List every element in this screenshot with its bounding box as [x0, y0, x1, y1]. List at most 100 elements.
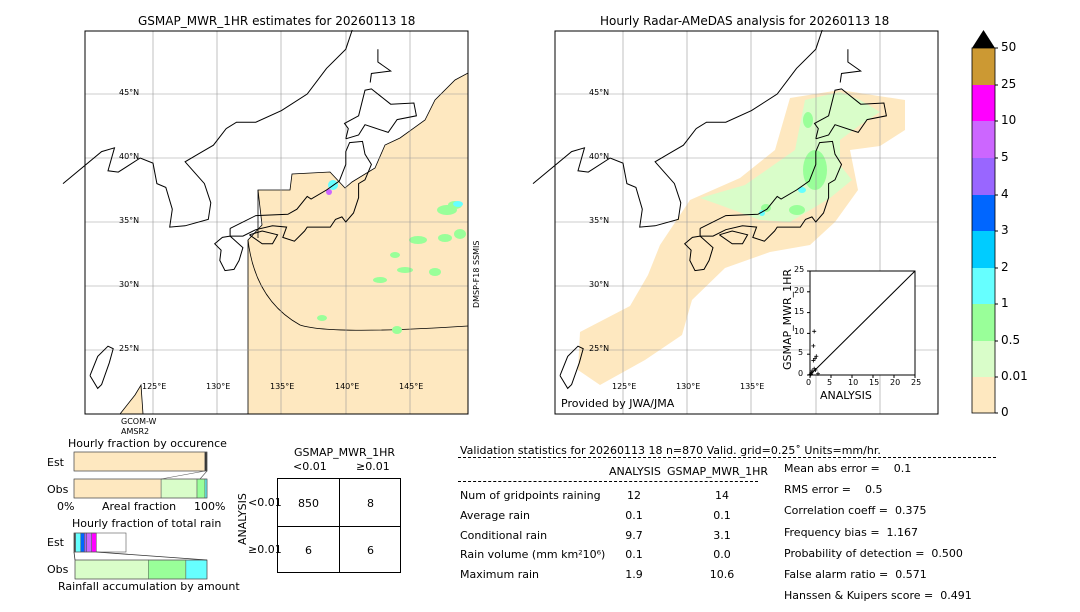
light-rain-patch	[454, 229, 466, 239]
light-rain-patch	[390, 252, 400, 258]
coastline	[719, 230, 749, 245]
sensor-label-bottom-2: AMSR2	[121, 427, 150, 436]
amt-obs-bar	[74, 559, 149, 580]
contingency-col1: <0.01	[293, 460, 327, 473]
left-map-title: GSMAP_MWR_1HR estimates for 20260113 18	[138, 14, 416, 28]
colorbar-tick-label: 0	[1001, 405, 1009, 419]
occ-est-bar-frame	[73, 451, 208, 472]
scatter-point	[815, 371, 820, 376]
occ-obs-label: Obs	[47, 483, 69, 496]
scatter-point	[810, 368, 815, 373]
occ-axis-right: 100%	[194, 500, 226, 513]
colorbar-tick-label: 10	[1001, 113, 1017, 127]
amt-est-bar	[91, 532, 97, 553]
lat-label: 25°N	[589, 344, 610, 353]
score-line: Correlation coeff = 0.375	[784, 504, 927, 518]
light-rain-patch	[438, 234, 452, 242]
coastline	[532, 29, 823, 228]
coastline	[813, 88, 887, 140]
amt-est-bar	[84, 532, 87, 553]
stats-row-gsmap: 0.0	[713, 548, 731, 561]
coastline	[213, 235, 244, 272]
lon-label: 135°E	[270, 382, 295, 391]
amt-est-label: Est	[47, 536, 64, 549]
light-rain-patch	[429, 268, 441, 276]
sensor-label-right: DMSP-F18 SSMIS	[472, 240, 481, 309]
scatter-point	[811, 343, 816, 348]
scatter-y-tick-label: 15	[794, 306, 805, 316]
scatter-point	[811, 358, 816, 363]
lat-label: 40°N	[119, 152, 140, 161]
scatter-point	[813, 356, 818, 361]
right-map-frame	[554, 30, 939, 415]
occ-obs-bar	[196, 478, 206, 499]
light-rain-patch	[397, 267, 413, 273]
scatter-x-tick-label: 20	[890, 378, 901, 387]
lat-label: 25°N	[119, 344, 140, 353]
scatter-point	[814, 354, 819, 359]
cell-miss: 6	[305, 544, 312, 557]
right-map-title: Hourly Radar-AMeDAS analysis for 2026011…	[600, 14, 890, 28]
colorbar-tick-label: 4	[1001, 187, 1009, 201]
score-line: Probability of detection = 0.500	[784, 546, 963, 560]
amt-est-bar	[86, 532, 92, 553]
amt-est-bar	[80, 532, 85, 553]
amt-connector	[73, 551, 208, 561]
scatter-y-tick-label: 20	[794, 285, 805, 295]
stats-row-gsmap: 14	[715, 489, 729, 502]
colorbar-tick-label: 5	[1001, 150, 1009, 164]
scatter-x-tick-label: 0	[806, 378, 812, 387]
heavy-rain-patch	[326, 189, 332, 195]
lon-label: 140°E	[335, 382, 360, 391]
lon-label: 130°E	[206, 382, 231, 391]
light-rain-patch	[392, 326, 402, 334]
lat-label: 45°N	[589, 88, 610, 97]
contingency-table: 850 8 6 6	[277, 478, 401, 573]
scatter-xlabel: ANALYSIS	[820, 389, 872, 402]
stats-row-analysis: 12	[627, 489, 641, 502]
occ-obs-bar	[160, 478, 198, 499]
scatter-diagonal	[809, 270, 916, 376]
colorbar-tick-label: 25	[1001, 77, 1017, 91]
colorbar-segment	[972, 85, 995, 121]
colorbar-segment	[972, 304, 995, 341]
coastline	[89, 345, 114, 390]
colorbar-segment	[972, 48, 995, 85]
stats-header: Validation statistics for 20260113 18 n=…	[460, 444, 881, 457]
sensor-label-bottom-1: GCOM-W	[121, 417, 157, 426]
scatter-y-tick-label: 25	[794, 265, 805, 274]
scatter-y-tick-label: 0	[798, 369, 804, 378]
occ-obs-bar	[73, 478, 162, 499]
coastline	[229, 140, 372, 242]
colorbar-tick-label: 0.01	[1001, 369, 1028, 383]
occ-axis-left: 0%	[57, 500, 75, 513]
lon-label: 125°E	[612, 382, 637, 391]
amount-caption: Rainfall accumulation by amount	[58, 580, 240, 593]
coastline	[839, 49, 863, 83]
amount-title: Hourly fraction of total rain	[72, 517, 222, 530]
score-line: RMS error = 0.5	[784, 483, 883, 497]
occ-est-label: Est	[47, 456, 64, 469]
scatter-y-tick-label: 10	[794, 327, 805, 337]
light-rain-patch	[317, 315, 327, 321]
amt-obs-bar-frame	[74, 559, 208, 580]
coastline	[699, 140, 843, 242]
stats-row-gsmap: 10.6	[709, 568, 735, 581]
left-map-frame	[84, 30, 469, 415]
stats-row-gsmap: 0.1	[713, 509, 731, 522]
stats-col-b: GSMAP_MWR_1HR	[667, 465, 769, 478]
colorbar-segment	[972, 121, 995, 158]
light-rain-patch	[373, 277, 387, 283]
score-line: Frequency bias = 1.167	[784, 525, 919, 539]
scatter-x-tick-label: 5	[827, 378, 833, 387]
colorbar-extend-triangle	[972, 30, 995, 48]
contingency-row1: <0.01	[248, 496, 282, 509]
stats-row-analysis: 0.1	[625, 509, 643, 522]
stats-row-analysis: 1.9	[625, 568, 643, 581]
lon-label: 145°E	[399, 382, 424, 391]
lon-label: 135°E	[740, 382, 765, 391]
coastline	[62, 29, 353, 228]
scatter-point	[812, 329, 817, 334]
